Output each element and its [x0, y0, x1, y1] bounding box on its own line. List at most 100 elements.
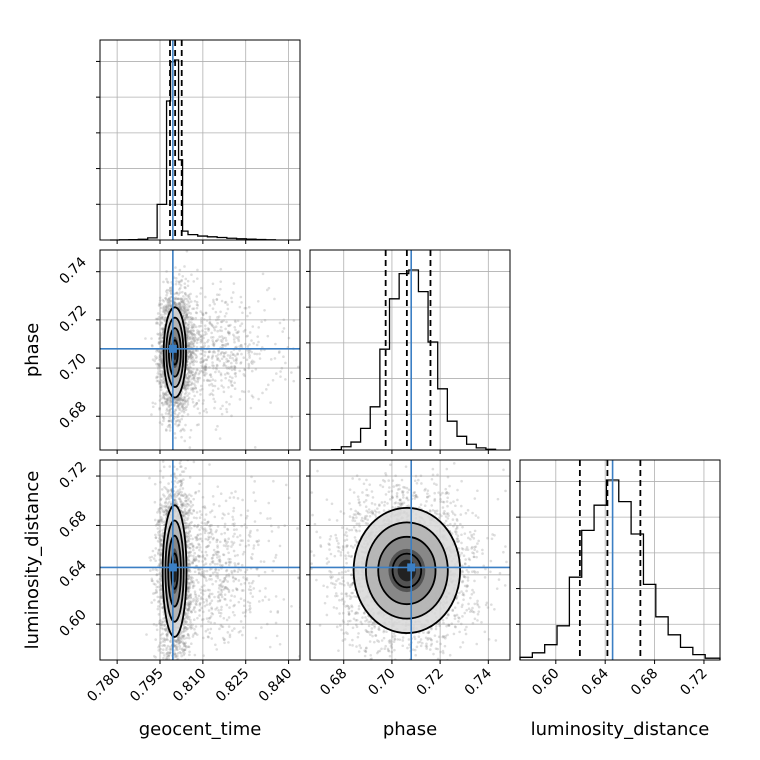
sample-point [273, 357, 277, 360]
sample-point [196, 378, 200, 382]
sample-point [177, 492, 181, 496]
sample-point [199, 360, 202, 364]
sample-point [157, 341, 161, 345]
sample-point [180, 398, 184, 402]
sample-point [159, 480, 162, 484]
sample-point [284, 361, 287, 365]
sample-point [185, 614, 189, 617]
sample-point [144, 337, 147, 340]
sample-point [177, 293, 180, 296]
sample-point [195, 402, 199, 405]
sample-point [203, 341, 207, 345]
sample-point [184, 382, 188, 386]
sample-point [180, 510, 184, 514]
sample-point [169, 289, 173, 293]
sample-point [150, 343, 154, 347]
sample-point [169, 414, 172, 417]
sample-point [175, 280, 178, 283]
sample-point [186, 357, 189, 361]
sample-point [209, 322, 212, 326]
sample-point [207, 345, 210, 348]
sample-point [199, 335, 203, 339]
sample-point [189, 352, 193, 355]
sample-point [174, 266, 177, 269]
x-tick-label: 0.68 [628, 666, 661, 699]
sample-point [205, 366, 208, 369]
sample-point [196, 407, 200, 410]
sample-point [168, 296, 172, 300]
sample-point [213, 406, 216, 410]
sample-point [189, 602, 193, 606]
sample-point [200, 352, 204, 356]
sample-point [199, 357, 203, 361]
sample-point [169, 398, 172, 402]
sample-point [160, 354, 164, 358]
sample-point [182, 407, 186, 410]
sample-point [238, 369, 242, 373]
sample-point [188, 363, 192, 366]
sample-point [277, 351, 281, 354]
sample-point [180, 299, 183, 302]
sample-point [182, 644, 186, 648]
sample-point [167, 307, 170, 310]
sample-point [186, 295, 190, 298]
sample-point [158, 364, 161, 368]
sample-point [184, 496, 187, 500]
sample-point [173, 479, 177, 483]
sample-point [167, 489, 171, 492]
sample-point [213, 384, 217, 388]
sample-point [160, 340, 163, 344]
sample-point [192, 323, 195, 326]
sample-point [231, 291, 235, 294]
sample-point [189, 582, 192, 586]
sample-point [154, 402, 157, 405]
sample-point [156, 522, 159, 525]
sample-point [203, 364, 207, 368]
sample-point [239, 344, 243, 347]
sample-point [159, 388, 163, 392]
sample-point [247, 362, 251, 366]
sample-point [154, 588, 158, 592]
sample-point [282, 355, 285, 359]
sample-point [178, 291, 182, 294]
sample-point [188, 511, 192, 515]
sample-point [225, 320, 228, 324]
sample-point [191, 317, 195, 320]
sample-point [163, 486, 166, 489]
sample-point [154, 357, 157, 360]
sample-point [227, 331, 231, 335]
sample-point [189, 375, 192, 378]
sample-point [290, 415, 294, 419]
sample-point [180, 654, 183, 658]
sample-point [182, 301, 186, 305]
sample-point [187, 305, 191, 309]
sample-point [224, 364, 228, 368]
sample-point [235, 361, 238, 365]
sample-point [187, 368, 191, 371]
sample-point [206, 379, 209, 382]
sample-point [192, 307, 196, 310]
sample-point [163, 666, 166, 669]
sample-point [194, 353, 198, 357]
sample-point [196, 338, 200, 342]
sample-point [177, 403, 181, 407]
sample-point [240, 345, 244, 349]
sample-point [183, 648, 186, 652]
sample-point [203, 368, 207, 372]
sample-point [192, 390, 195, 393]
sample-point [186, 539, 190, 543]
sample-point [164, 428, 168, 431]
sample-point [158, 511, 162, 514]
sample-point [193, 335, 197, 339]
sample-point [177, 397, 181, 400]
sample-point [155, 349, 158, 353]
sample-point [178, 301, 182, 305]
sample-point [221, 344, 224, 347]
sample-point [183, 642, 187, 646]
sample-point [157, 304, 161, 307]
sample-point [186, 633, 190, 636]
sample-point [183, 385, 187, 388]
y-tick-label: 0.70 [56, 351, 89, 384]
sample-point [159, 381, 163, 385]
contour-line [162, 306, 187, 399]
